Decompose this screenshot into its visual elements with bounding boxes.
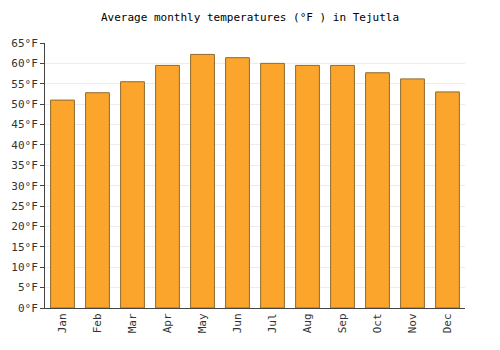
svg-text:Sep: Sep — [336, 313, 349, 333]
svg-text:Oct: Oct — [371, 313, 384, 333]
svg-text:Jan: Jan — [56, 313, 69, 333]
svg-text:35°F: 35°F — [11, 159, 38, 172]
svg-text:Jun: Jun — [231, 313, 244, 333]
svg-text:Mar: Mar — [126, 313, 139, 333]
svg-text:60°F: 60°F — [11, 57, 38, 70]
svg-text:30°F: 30°F — [11, 180, 38, 193]
svg-text:Dec: Dec — [441, 313, 454, 333]
svg-text:5°F: 5°F — [18, 281, 38, 294]
svg-text:20°F: 20°F — [11, 220, 38, 233]
svg-text:Average monthly temperatures (: Average monthly temperatures (°F ) in Te… — [101, 11, 399, 24]
svg-text:May: May — [196, 313, 209, 333]
svg-text:Apr: Apr — [161, 313, 174, 333]
svg-text:65°F: 65°F — [11, 37, 38, 50]
svg-text:40°F: 40°F — [11, 139, 38, 152]
svg-text:Jul: Jul — [266, 313, 279, 333]
svg-text:50°F: 50°F — [11, 98, 38, 111]
svg-text:10°F: 10°F — [11, 261, 38, 274]
svg-text:45°F: 45°F — [11, 118, 38, 131]
svg-text:25°F: 25°F — [11, 200, 38, 213]
svg-text:0°F: 0°F — [18, 302, 38, 315]
svg-text:Aug: Aug — [301, 313, 314, 333]
svg-text:15°F: 15°F — [11, 241, 38, 254]
svg-text:Nov: Nov — [406, 313, 419, 333]
svg-text:55°F: 55°F — [11, 78, 38, 91]
svg-text:Feb: Feb — [91, 313, 104, 333]
